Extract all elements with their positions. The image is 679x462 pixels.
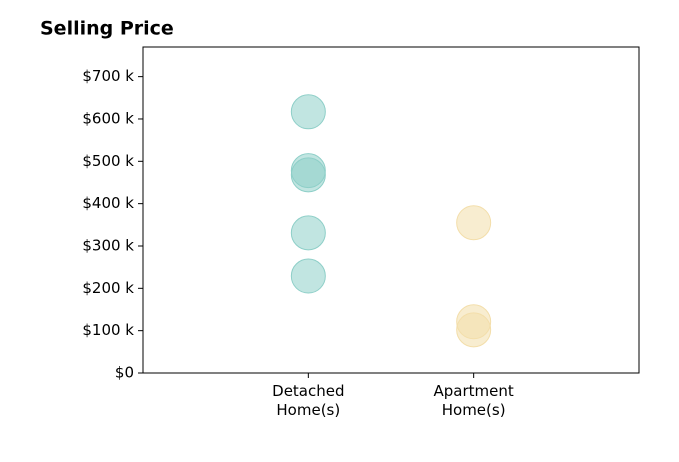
y-tick-label: $200 k [82,279,134,297]
point [290,215,326,251]
plot-frame [142,46,640,374]
x-tick-label: Apartment Home(s) [433,382,514,419]
y-tick-label: $500 k [82,152,134,170]
y-tick-label: $0 [115,364,134,382]
y-tick-label: $300 k [82,236,134,254]
point [290,258,326,294]
y-tick-label: $700 k [82,67,134,85]
point [456,312,492,348]
y-tick-label: $100 k [82,321,134,339]
point [456,205,492,241]
x-tick-label: Detached Home(s) [272,382,345,419]
point [290,157,326,193]
y-tick-label: $600 k [82,109,134,127]
y-tick-label: $400 k [82,194,134,212]
point [290,94,326,130]
chart-title: Selling Price [40,18,174,40]
